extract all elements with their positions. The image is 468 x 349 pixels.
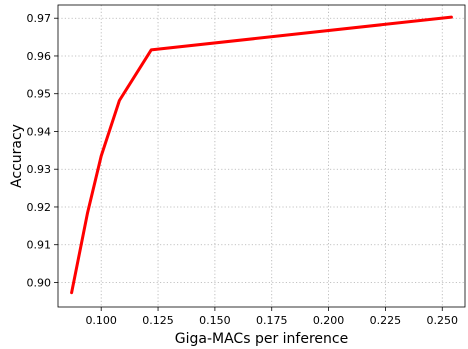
y-tick-label: 0.90 [27,276,52,289]
y-tick-label: 0.95 [27,88,52,101]
x-tick-label: 0.150 [199,314,231,327]
x-tick-label: 0.200 [313,314,345,327]
x-tick-label: 0.250 [427,314,459,327]
y-tick-label: 0.92 [27,201,52,214]
x-axis-label: Giga-MACs per inference [175,331,348,347]
y-axis-ticks: 0.90 0.91 0.92 0.93 0.94 0.95 0.96 0.97 [27,12,58,289]
x-tick-label: 0.225 [370,314,402,327]
series-line [70,15,453,295]
y-tick-label: 0.97 [27,12,52,25]
plot-frame [57,4,466,308]
x-tick-label: 0.100 [85,314,117,327]
series-layer [70,15,453,295]
x-tick-label: 0.125 [142,314,174,327]
y-axis-label: Accuracy [9,124,25,188]
y-tick-label: 0.91 [27,239,52,252]
y-tick-label: 0.96 [27,50,52,63]
y-tick-label: 0.94 [27,125,52,138]
x-tick-label: 0.175 [256,314,288,327]
y-tick-label: 0.93 [27,163,52,176]
grid [58,5,465,307]
x-axis-ticks: 0.100 0.125 0.150 0.175 0.200 0.225 0.250 [85,307,458,327]
